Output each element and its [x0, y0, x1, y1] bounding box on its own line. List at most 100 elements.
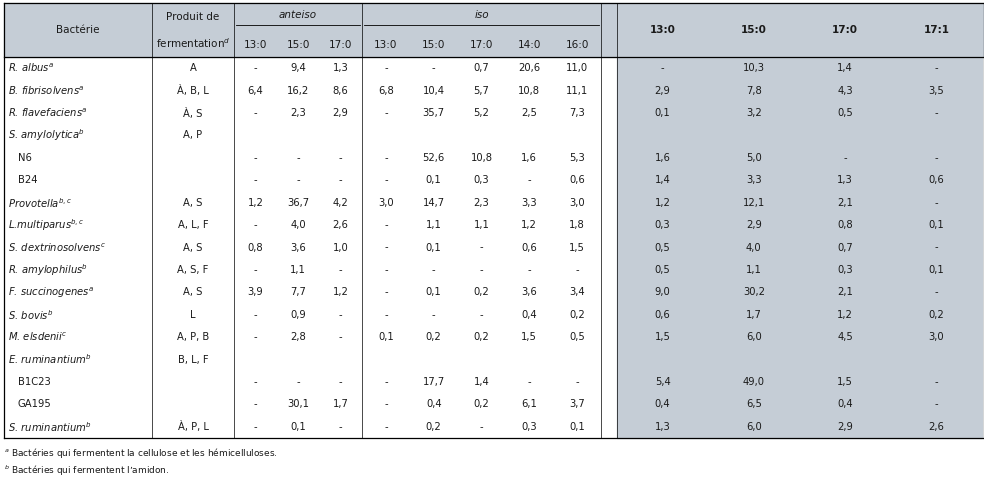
Text: $^{a}$ Bactéries qui fermentent la cellulose et les hémicelluloses.: $^{a}$ Bactéries qui fermentent la cellu…	[4, 446, 277, 460]
Text: L.multiparus$^{b,c}$: L.multiparus$^{b,c}$	[8, 217, 85, 233]
Text: 1,5: 1,5	[654, 332, 670, 342]
Text: 15:0: 15:0	[286, 40, 310, 50]
Text: 14,7: 14,7	[423, 197, 445, 208]
Text: 0,3: 0,3	[473, 175, 489, 185]
Text: 3,0: 3,0	[570, 197, 584, 208]
Text: 5,3: 5,3	[569, 153, 584, 163]
Text: A, P: A, P	[183, 130, 203, 141]
Text: 1,0: 1,0	[333, 243, 348, 252]
Text: 5,0: 5,0	[746, 153, 762, 163]
Text: 30,2: 30,2	[743, 287, 765, 297]
Text: 0,6: 0,6	[929, 175, 945, 185]
Text: -: -	[479, 310, 483, 320]
Text: -: -	[254, 422, 257, 432]
Text: 0,2: 0,2	[473, 287, 489, 297]
Text: 16:0: 16:0	[566, 40, 588, 50]
Text: S. dextrinosolvens$^{c}$: S. dextrinosolvens$^{c}$	[8, 241, 106, 254]
Text: -: -	[661, 63, 664, 73]
Text: 6,8: 6,8	[378, 86, 394, 96]
Text: 1,8: 1,8	[569, 220, 584, 230]
Text: -: -	[935, 153, 938, 163]
Text: 4,3: 4,3	[837, 86, 853, 96]
Text: 12,1: 12,1	[743, 197, 765, 208]
Text: 17,7: 17,7	[422, 377, 445, 387]
Text: 16,2: 16,2	[287, 86, 309, 96]
Text: 0,4: 0,4	[522, 310, 537, 320]
Text: A, S: A, S	[183, 197, 203, 208]
Text: anteiso: anteiso	[278, 10, 317, 20]
Text: 0,1: 0,1	[929, 265, 945, 275]
Text: A, S: A, S	[183, 287, 203, 297]
Text: 7,3: 7,3	[569, 108, 584, 118]
Text: 0,2: 0,2	[473, 399, 489, 409]
Text: fermentation$^{d}$: fermentation$^{d}$	[155, 36, 230, 50]
Text: 1,2: 1,2	[654, 197, 670, 208]
Text: 4,0: 4,0	[746, 243, 762, 252]
Text: 3,4: 3,4	[570, 287, 584, 297]
Text: 0,8: 0,8	[837, 220, 853, 230]
Text: 1,4: 1,4	[654, 175, 670, 185]
Text: Provotella$^{b,c}$: Provotella$^{b,c}$	[8, 196, 72, 210]
Text: B24: B24	[18, 175, 37, 185]
Text: -: -	[338, 310, 342, 320]
Text: 0,3: 0,3	[522, 422, 537, 432]
Text: 49,0: 49,0	[743, 377, 765, 387]
Text: 3,7: 3,7	[569, 399, 584, 409]
Text: 0,2: 0,2	[426, 332, 442, 342]
Text: 0,1: 0,1	[654, 108, 670, 118]
Text: -: -	[338, 265, 342, 275]
Text: A, S: A, S	[183, 243, 203, 252]
Text: 2,6: 2,6	[929, 422, 945, 432]
Text: 2,5: 2,5	[522, 108, 537, 118]
Text: 6,5: 6,5	[746, 399, 762, 409]
Text: 2,1: 2,1	[837, 287, 853, 297]
Text: 13:0: 13:0	[244, 40, 267, 50]
Text: 17:0: 17:0	[832, 25, 858, 35]
Text: 2,3: 2,3	[473, 197, 489, 208]
Text: -: -	[527, 175, 531, 185]
Text: 2,9: 2,9	[837, 422, 853, 432]
Text: -: -	[479, 265, 483, 275]
Text: 0,1: 0,1	[426, 287, 442, 297]
Text: 0,2: 0,2	[929, 310, 945, 320]
Text: R. flavefaciens$^{a}$: R. flavefaciens$^{a}$	[8, 107, 88, 119]
Text: 0,9: 0,9	[290, 310, 306, 320]
Text: 1,4: 1,4	[837, 63, 853, 73]
Text: -: -	[935, 243, 938, 252]
Text: -: -	[576, 265, 579, 275]
Text: -: -	[296, 377, 300, 387]
Text: 1,4: 1,4	[473, 377, 489, 387]
Text: S. ruminantium$^{b}$: S. ruminantium$^{b}$	[8, 420, 92, 434]
Text: 17:0: 17:0	[469, 40, 493, 50]
Text: 0,5: 0,5	[837, 108, 853, 118]
Text: R. amylophilus$^{b}$: R. amylophilus$^{b}$	[8, 262, 88, 278]
Text: -: -	[384, 220, 388, 230]
Text: 1,1: 1,1	[473, 220, 489, 230]
Text: A: A	[190, 63, 197, 73]
Text: A, L, F: A, L, F	[178, 220, 209, 230]
Text: 1,3: 1,3	[837, 175, 853, 185]
Text: -: -	[384, 175, 388, 185]
Text: -: -	[384, 377, 388, 387]
Text: 0,7: 0,7	[473, 63, 489, 73]
Text: -: -	[576, 377, 579, 387]
Text: 10,4: 10,4	[423, 86, 445, 96]
Text: -: -	[254, 265, 257, 275]
Text: 6,4: 6,4	[247, 86, 263, 96]
Text: -: -	[384, 287, 388, 297]
Text: 4,5: 4,5	[837, 332, 853, 342]
Text: -: -	[935, 287, 938, 297]
Text: -: -	[384, 63, 388, 73]
Bar	[617, 57, 982, 438]
Text: -: -	[254, 63, 257, 73]
Text: 5,4: 5,4	[654, 377, 670, 387]
Text: B, L, F: B, L, F	[178, 355, 209, 365]
Text: -: -	[254, 310, 257, 320]
Text: -: -	[296, 153, 300, 163]
Text: $^{b}$ Bactéries qui fermentent l’amidon.: $^{b}$ Bactéries qui fermentent l’amidon…	[4, 464, 169, 478]
Bar	[4, 3, 984, 57]
Text: -: -	[254, 332, 257, 342]
Text: 1,3: 1,3	[333, 63, 348, 73]
Text: -: -	[384, 108, 388, 118]
Text: À, B, L: À, B, L	[177, 85, 209, 96]
